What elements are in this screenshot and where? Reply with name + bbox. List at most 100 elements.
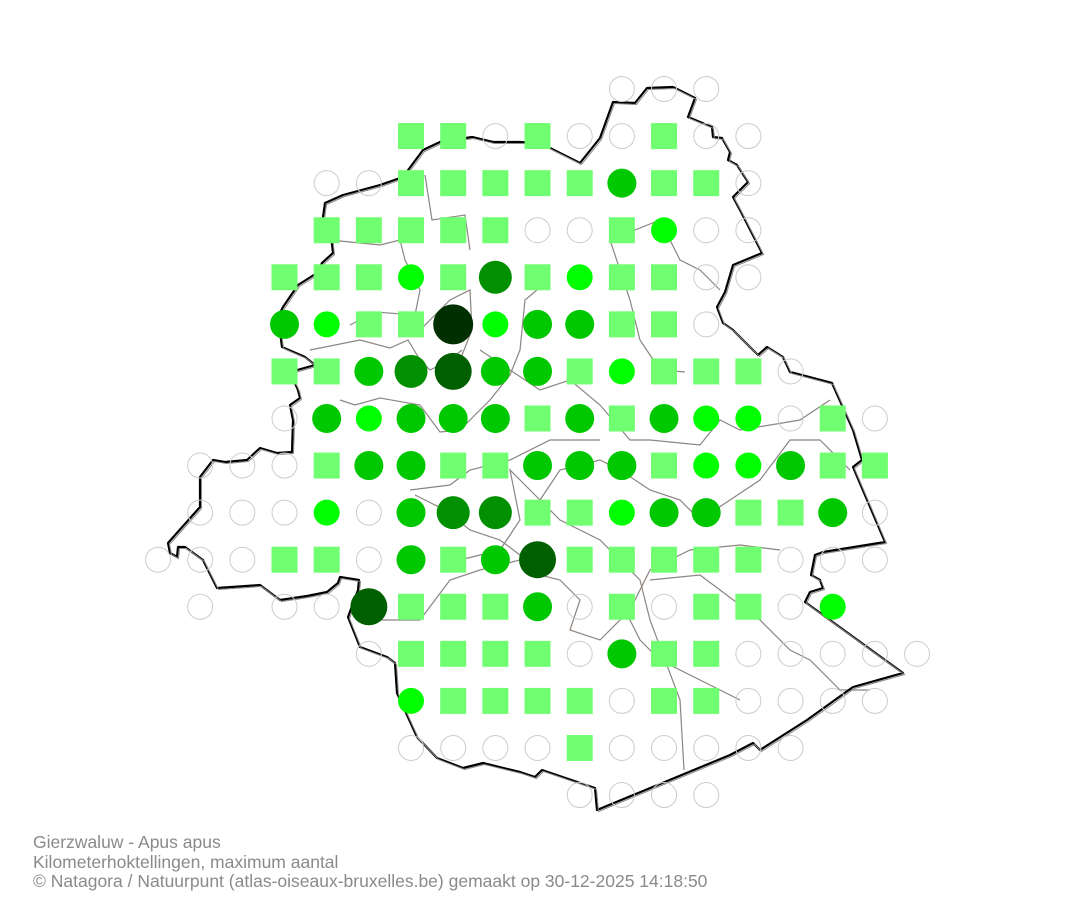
grid-cell-visited bbox=[651, 452, 678, 479]
grid-cell-visited bbox=[651, 546, 678, 573]
grid-cell-count-level-2 bbox=[396, 545, 426, 575]
grid-cell-visited bbox=[861, 452, 888, 479]
grid-cell-empty bbox=[271, 405, 298, 432]
grid-cell-empty bbox=[566, 123, 593, 150]
grid-cell-visited bbox=[313, 546, 340, 573]
grid-cell-count-level-1 bbox=[482, 311, 509, 338]
grid-cells bbox=[145, 76, 931, 809]
grid-cell-empty bbox=[651, 734, 678, 761]
grid-cell-visited bbox=[482, 452, 509, 479]
commune-border-line bbox=[609, 239, 686, 373]
grid-cell-visited bbox=[566, 499, 593, 526]
grid-cell-count-level-1 bbox=[313, 499, 340, 526]
grid-cell-visited bbox=[566, 734, 593, 761]
grid-cell-visited bbox=[524, 170, 551, 197]
grid-cell-count-level-2 bbox=[523, 356, 553, 386]
grid-cell-empty bbox=[608, 734, 635, 761]
grid-cell-count-level-4 bbox=[434, 352, 472, 390]
grid-cell-visited bbox=[440, 546, 467, 573]
grid-cell-visited bbox=[566, 546, 593, 573]
grid-cell-visited bbox=[313, 264, 340, 291]
grid-cell-visited bbox=[524, 123, 551, 150]
grid-cell-empty bbox=[313, 170, 340, 197]
grid-cell-visited bbox=[355, 311, 382, 338]
grid-cell-visited bbox=[313, 217, 340, 244]
grid-cell-count-level-2 bbox=[565, 309, 595, 339]
grid-cell-count-level-1 bbox=[693, 452, 720, 479]
credit-line: © Natagora / Natuurpunt (atlas-oiseaux-b… bbox=[33, 871, 708, 891]
commune-border-line bbox=[609, 219, 721, 291]
grid-cell-empty bbox=[566, 782, 593, 809]
grid-cell-count-level-2 bbox=[396, 451, 426, 481]
grid-cell-empty bbox=[693, 734, 720, 761]
grid-cell-count-level-2 bbox=[396, 403, 426, 433]
commune-border-line bbox=[459, 468, 685, 771]
species-title: Gierzwaluw - Apus apus bbox=[33, 832, 221, 852]
grid-cell-visited bbox=[482, 170, 509, 197]
grid-cell-count-level-2 bbox=[312, 403, 342, 433]
grid-cell-count-level-1 bbox=[819, 593, 846, 620]
grid-cell-empty bbox=[229, 546, 256, 573]
commune-border-line bbox=[649, 574, 870, 691]
grid-cell-empty bbox=[819, 546, 846, 573]
grid-cell-visited bbox=[651, 123, 678, 150]
grid-cell-visited bbox=[819, 405, 846, 432]
grid-cell-empty bbox=[608, 76, 635, 102]
grid-cell-count-level-2 bbox=[607, 168, 637, 198]
grid-cell-count-level-2 bbox=[607, 639, 637, 669]
grid-cell-visited bbox=[313, 358, 340, 385]
grid-cell-count-level-3 bbox=[478, 496, 512, 530]
grid-cell-empty bbox=[566, 640, 593, 667]
grid-cell-count-level-4 bbox=[519, 541, 557, 579]
grid-cell-empty bbox=[145, 546, 171, 573]
grid-cell-empty bbox=[904, 640, 931, 667]
grid-cell-visited bbox=[693, 640, 720, 667]
grid-cell-visited bbox=[524, 687, 551, 714]
grid-cell-empty bbox=[693, 76, 720, 102]
grid-cell-empty bbox=[566, 593, 593, 620]
grid-cell-empty bbox=[777, 640, 804, 667]
grid-cell-count-level-2 bbox=[818, 498, 848, 528]
grid-cell-count-level-2 bbox=[523, 592, 553, 622]
grid-cell-count-level-2 bbox=[480, 403, 510, 433]
grid-cell-empty bbox=[735, 264, 762, 291]
grid-cell-visited bbox=[440, 217, 467, 244]
grid-cell-visited bbox=[608, 264, 635, 291]
grid-cell-visited bbox=[608, 405, 635, 432]
commune-border-line bbox=[339, 269, 538, 433]
grid-cell-count-level-1 bbox=[608, 358, 635, 385]
grid-cell-count-level-2 bbox=[523, 451, 553, 481]
grid-cell-visited bbox=[651, 311, 678, 338]
grid-cell-visited bbox=[693, 687, 720, 714]
grid-cell-visited bbox=[608, 546, 635, 573]
grid-cell-empty bbox=[608, 123, 635, 150]
grid-cell-count-level-2 bbox=[691, 498, 721, 528]
grid-cell-count-level-2 bbox=[270, 309, 300, 339]
grid-cell-empty bbox=[187, 452, 214, 479]
grid-cell-visited bbox=[398, 217, 425, 244]
grid-cell-count-level-1 bbox=[398, 687, 425, 714]
grid-cell-count-level-1 bbox=[398, 264, 425, 291]
grid-cell-visited bbox=[608, 217, 635, 244]
grid-cell-empty bbox=[693, 311, 720, 338]
grid-cell-visited bbox=[566, 687, 593, 714]
grid-cell-visited bbox=[777, 499, 804, 526]
grid-cell-visited bbox=[693, 593, 720, 620]
grid-cell-empty bbox=[777, 593, 804, 620]
grid-cell-visited bbox=[693, 358, 720, 385]
grid-cell-empty bbox=[271, 452, 298, 479]
grid-cell-visited bbox=[398, 311, 425, 338]
grid-cell-count-level-1 bbox=[735, 405, 762, 432]
grid-cell-empty bbox=[861, 499, 888, 526]
region-border-shadow bbox=[168, 87, 906, 813]
grid-cell-visited bbox=[735, 593, 762, 620]
grid-cell-count-level-3 bbox=[436, 496, 470, 530]
grid-cell-visited bbox=[524, 405, 551, 432]
grid-cell-visited bbox=[398, 170, 425, 197]
grid-cell-count-level-2 bbox=[480, 356, 510, 386]
grid-cell-visited bbox=[440, 452, 467, 479]
grid-cell-visited bbox=[608, 593, 635, 620]
grid-cell-visited bbox=[482, 217, 509, 244]
grid-cell-visited bbox=[398, 640, 425, 667]
grid-cell-count-level-2 bbox=[480, 545, 510, 575]
